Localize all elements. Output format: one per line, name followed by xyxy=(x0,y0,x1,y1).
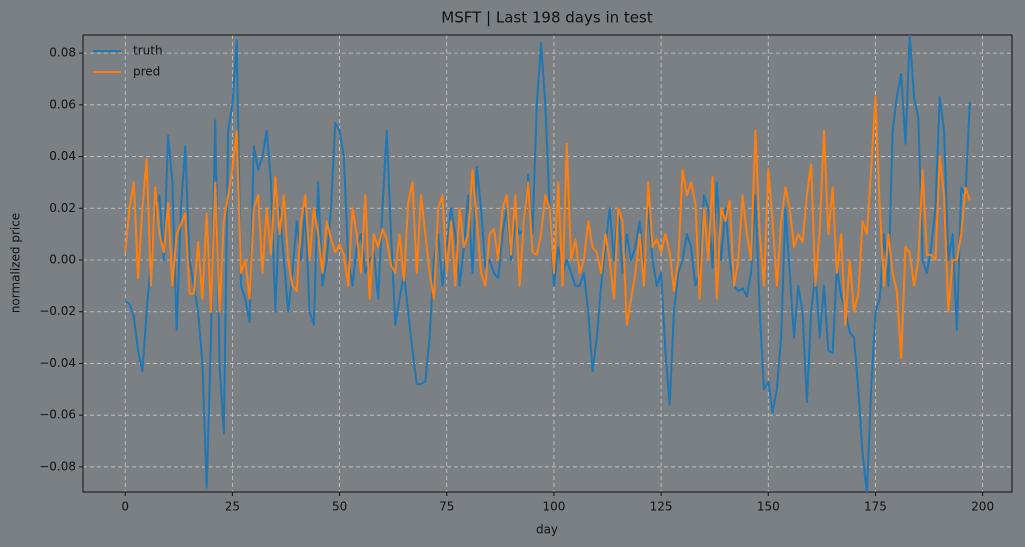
x-tick-label: 100 xyxy=(542,500,565,514)
legend-label: truth xyxy=(133,44,163,58)
line-series xyxy=(124,96,971,360)
x-tick-label: 0 xyxy=(121,500,129,514)
y-tick-label: 0.08 xyxy=(49,46,76,60)
x-tick-label: 125 xyxy=(650,500,673,514)
y-tick-label: 0.06 xyxy=(49,97,76,111)
x-tick-label: 200 xyxy=(971,500,994,514)
line-series xyxy=(124,35,971,492)
x-tick-label: 50 xyxy=(332,500,347,514)
x-tick-label: 25 xyxy=(225,500,240,514)
y-tick-label: −0.02 xyxy=(39,304,76,318)
y-tick-label: 0.02 xyxy=(49,201,76,215)
y-tick-label: 0.00 xyxy=(49,253,76,267)
y-tick-label: −0.04 xyxy=(39,356,76,370)
chart-title: MSFT | Last 198 days in test xyxy=(441,9,653,27)
x-axis-label: day xyxy=(536,523,558,537)
y-tick-label: −0.06 xyxy=(39,408,76,422)
x-tick-label: 75 xyxy=(439,500,454,514)
x-tick-label: 150 xyxy=(757,500,780,514)
y-axis-label: normalized price xyxy=(9,213,23,313)
legend-label: pred xyxy=(133,65,160,79)
y-tick-label: −0.08 xyxy=(39,459,76,473)
plot-frame xyxy=(82,34,1013,493)
x-tick-label: 175 xyxy=(864,500,887,514)
y-tick-label: 0.04 xyxy=(49,149,76,163)
